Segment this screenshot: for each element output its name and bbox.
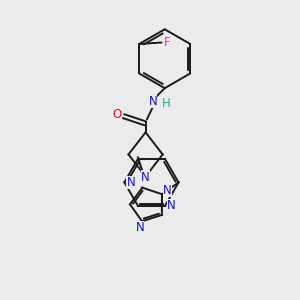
Text: F: F <box>164 36 170 49</box>
Text: H: H <box>162 97 171 110</box>
Text: N: N <box>136 221 144 234</box>
Text: N: N <box>163 184 172 197</box>
Text: N: N <box>148 95 157 108</box>
Text: N: N <box>167 199 176 212</box>
Text: O: O <box>112 108 122 121</box>
Text: N: N <box>141 171 150 184</box>
Text: N: N <box>127 176 135 189</box>
